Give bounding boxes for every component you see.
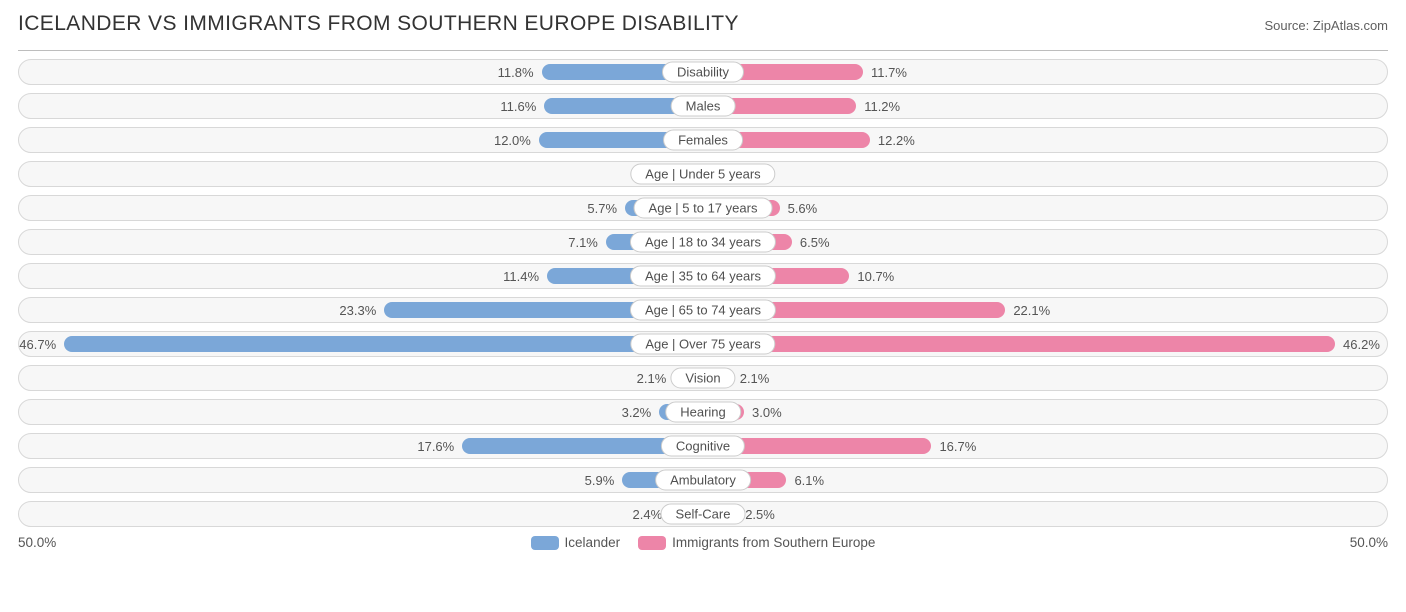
legend-label-left: Icelander bbox=[565, 535, 621, 550]
bar-left bbox=[64, 336, 703, 352]
value-right: 11.7% bbox=[871, 65, 907, 80]
value-right: 12.2% bbox=[878, 133, 915, 148]
value-left: 3.2% bbox=[622, 405, 652, 420]
chart-title: ICELANDER VS IMMIGRANTS FROM SOUTHERN EU… bbox=[18, 12, 739, 36]
value-right: 10.7% bbox=[857, 269, 894, 284]
value-left: 11.4% bbox=[503, 269, 539, 284]
value-left: 2.1% bbox=[637, 371, 667, 386]
value-right: 2.1% bbox=[740, 371, 770, 386]
category-label: Females bbox=[663, 130, 743, 151]
value-right: 11.2% bbox=[864, 99, 900, 114]
value-right: 46.2% bbox=[1343, 337, 1380, 352]
chart-row: 2.1%2.1%Vision bbox=[18, 365, 1388, 391]
category-label: Ambulatory bbox=[655, 470, 751, 491]
chart-row: 3.2% 3.0% Hearing bbox=[18, 399, 1388, 425]
legend-item-right: Immigrants from Southern Europe bbox=[638, 535, 875, 550]
legend-item-left: Icelander bbox=[531, 535, 621, 550]
category-label: Age | Under 5 years bbox=[630, 164, 775, 185]
chart-row: 12.0% 12.2% Females bbox=[18, 127, 1388, 153]
chart-footer: 50.0% Icelander Immigrants from Southern… bbox=[18, 535, 1388, 550]
axis-max-right: 50.0% bbox=[1350, 535, 1388, 550]
category-label: Cognitive bbox=[661, 436, 745, 457]
diverging-bar-chart: 11.8% 11.7% Disability 11.6% 11.2% Males 12.0%… bbox=[18, 50, 1388, 527]
category-label: Age | 35 to 64 years bbox=[630, 266, 776, 287]
value-left: 23.3% bbox=[339, 303, 376, 318]
value-right: 22.1% bbox=[1013, 303, 1050, 318]
category-label: Age | 5 to 17 years bbox=[634, 198, 773, 219]
chart-row: 7.1% 6.5% Age | 18 to 34 years bbox=[18, 229, 1388, 255]
value-left: 46.7% bbox=[19, 337, 56, 352]
value-left: 5.9% bbox=[585, 473, 615, 488]
value-left: 11.6% bbox=[500, 99, 536, 114]
chart-row: 11.4% 10.7% Age | 35 to 64 years bbox=[18, 263, 1388, 289]
value-right: 2.5% bbox=[745, 507, 775, 522]
value-right: 16.7% bbox=[939, 439, 976, 454]
value-right: 6.1% bbox=[794, 473, 824, 488]
value-right: 3.0% bbox=[752, 405, 782, 420]
category-label: Age | Over 75 years bbox=[630, 334, 775, 355]
chart-row: 1.2%1.4%Age | Under 5 years bbox=[18, 161, 1388, 187]
chart-row: 5.7% 5.6% Age | 5 to 17 years bbox=[18, 195, 1388, 221]
category-label: Self-Care bbox=[661, 504, 746, 525]
legend-label-right: Immigrants from Southern Europe bbox=[672, 535, 875, 550]
chart-row: 46.7% 46.2% Age | Over 75 years bbox=[18, 331, 1388, 357]
source-attribution: Source: ZipAtlas.com bbox=[1264, 18, 1388, 33]
value-right: 6.5% bbox=[800, 235, 830, 250]
chart-row: 2.4% 2.5%Self-Care bbox=[18, 501, 1388, 527]
category-label: Vision bbox=[670, 368, 735, 389]
axis-max-left: 50.0% bbox=[18, 535, 56, 550]
value-left: 5.7% bbox=[587, 201, 617, 216]
category-label: Hearing bbox=[665, 402, 741, 423]
value-left: 11.8% bbox=[498, 65, 534, 80]
value-left: 7.1% bbox=[568, 235, 598, 250]
value-left: 2.4% bbox=[633, 507, 663, 522]
legend-swatch-right bbox=[638, 536, 666, 550]
value-left: 12.0% bbox=[494, 133, 531, 148]
chart-row: 23.3% 22.1% Age | 65 to 74 years bbox=[18, 297, 1388, 323]
legend: Icelander Immigrants from Southern Europ… bbox=[56, 535, 1349, 550]
chart-row: 5.9% 6.1% Ambulatory bbox=[18, 467, 1388, 493]
category-label: Disability bbox=[662, 62, 744, 83]
category-label: Age | 65 to 74 years bbox=[630, 300, 776, 321]
category-label: Males bbox=[671, 96, 736, 117]
category-label: Age | 18 to 34 years bbox=[630, 232, 776, 253]
legend-swatch-left bbox=[531, 536, 559, 550]
value-left: 17.6% bbox=[417, 439, 454, 454]
bar-right bbox=[703, 336, 1335, 352]
chart-row: 17.6% 16.7% Cognitive bbox=[18, 433, 1388, 459]
chart-row: 11.6% 11.2% Males bbox=[18, 93, 1388, 119]
value-right: 5.6% bbox=[788, 201, 818, 216]
chart-row: 11.8% 11.7% Disability bbox=[18, 59, 1388, 85]
